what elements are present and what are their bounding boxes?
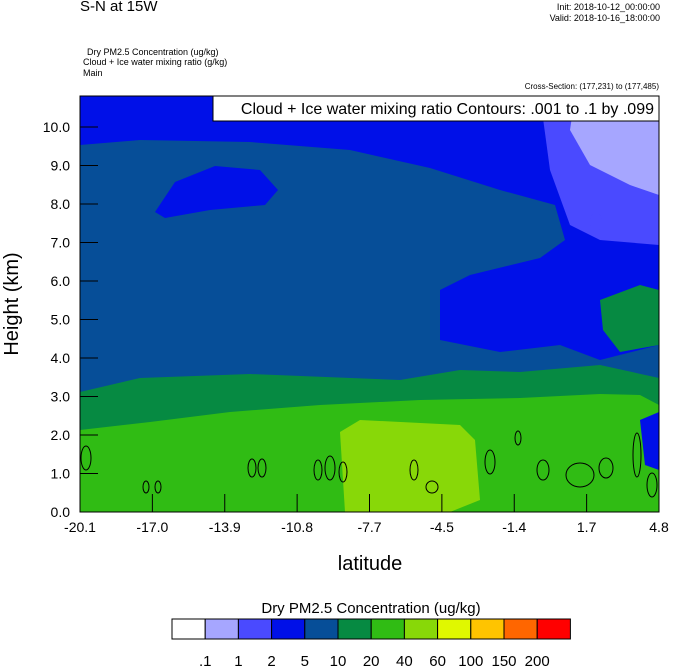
fill-5b (155, 166, 278, 218)
init-time: Init: 2018-10-12_00:00:00 (556, 2, 660, 12)
y-tick-label: 2.0 (51, 427, 71, 443)
y-tick-label: 6.0 (51, 273, 71, 289)
y-tick-label: 0.0 (51, 504, 71, 520)
colorbar-level-label: 200 (525, 653, 550, 668)
x-tick-label: -4.5 (430, 519, 454, 535)
colorbar-level-label: 5 (301, 653, 309, 668)
fill-5c (640, 412, 659, 470)
cloud-contours (80, 430, 658, 498)
colorbar-title: Dry PM2.5 Concentration (ug/kg) (261, 600, 480, 617)
y-ticks: 0.0 1.0 2.0 3.0 4.0 5.0 6.0 7.0 8.0 9.0 10.0 (43, 119, 98, 520)
x-tick-label: 1.7 (577, 519, 597, 535)
field-label-pm25: Dry PM2.5 Concentration (ug/kg) (87, 47, 219, 57)
y-tick-label: 1.0 (51, 466, 71, 482)
fill-20b (600, 285, 659, 352)
colorbar-swatch (403, 618, 439, 640)
colorbar-swatch (470, 618, 505, 640)
y-tick-label: 7.0 (51, 235, 71, 251)
valid-time: Valid: 2018-10-16_18:00:00 (549, 13, 660, 23)
colorbar-swatch (237, 618, 273, 640)
fill-2b (590, 213, 602, 231)
colorbar-level-label: 10 (330, 653, 347, 668)
field-label-main: Main (83, 68, 103, 78)
colorbar-level-label: 100 (458, 653, 483, 668)
y-tick-label: 5.0 (51, 312, 71, 328)
colorbar-swatch (271, 618, 306, 640)
y-tick-label: 4.0 (51, 350, 71, 366)
plot-title: S-N at 15W (80, 0, 158, 15)
field-label-cloud: Cloud + Ice water mixing ratio (g/kg) (83, 57, 228, 67)
colorbar-level-label: 150 (491, 653, 516, 668)
colorbar-level-label: .1 (199, 653, 212, 668)
y-tick-label: 9.0 (51, 158, 71, 174)
x-tick-label: -17.0 (136, 519, 168, 535)
y-tick-label: 8.0 (51, 196, 71, 212)
x-tick-label: -20.1 (64, 519, 96, 535)
x-tick-label: -1.4 (502, 519, 526, 535)
colorbar-swatch (171, 618, 206, 640)
x-tick-label: -13.9 (209, 519, 241, 535)
colorbar-swatch (337, 618, 372, 640)
colorbar-swatch (437, 618, 472, 640)
y-tick-label: 10.0 (43, 119, 70, 135)
colorbar-level-label: 1 (234, 653, 242, 668)
contour-label-box (212, 95, 660, 122)
x-tick-label: 4.8 (649, 519, 669, 535)
x-tick-label: -10.8 (281, 519, 313, 535)
colorbar-level-label: 40 (396, 653, 413, 668)
colorbar-swatch (204, 618, 239, 640)
colorbar-level-label: 2 (267, 653, 275, 668)
colorbar-level-label: 20 (363, 653, 380, 668)
x-ticks: -20.1 -17.0 -13.9 -10.8 -7.7 -4.5 -1.4 1.7 4.8 (64, 494, 669, 535)
x-axis-label: latitude (338, 553, 403, 575)
x-tick-label: -7.7 (357, 519, 381, 535)
contour-label: Cloud + Ice water mixing ratio Contours:… (241, 101, 654, 118)
colorbar-swatch (304, 618, 339, 640)
field-fill (80, 96, 659, 512)
colorbar-swatch (370, 618, 405, 640)
colorbar: .1 1 2 5 10 20 40 60 100 150 200 (171, 618, 571, 668)
y-axis-label: Height (km) (1, 252, 23, 355)
colorbar-swatch (503, 618, 538, 640)
y-tick-label: 3.0 (51, 389, 71, 405)
colorbar-level-label: 60 (429, 653, 446, 668)
colorbar-swatch (536, 618, 571, 640)
cross-section-label: Cross-Section: (177,231) to (177,485) (524, 82, 659, 91)
